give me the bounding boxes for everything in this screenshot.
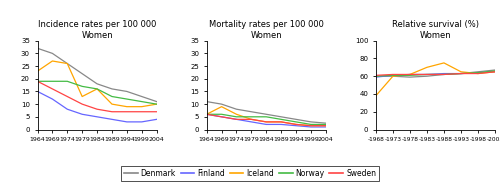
- Title: Relative survival (%)
Women: Relative survival (%) Women: [392, 20, 479, 40]
- Title: Incidence rates per 100 000
Women: Incidence rates per 100 000 Women: [38, 20, 156, 40]
- Legend: Denmark, Finland, Iceland, Norway, Sweden: Denmark, Finland, Iceland, Norway, Swede…: [121, 166, 379, 181]
- Title: Mortality rates per 100 000
Women: Mortality rates per 100 000 Women: [209, 20, 324, 40]
